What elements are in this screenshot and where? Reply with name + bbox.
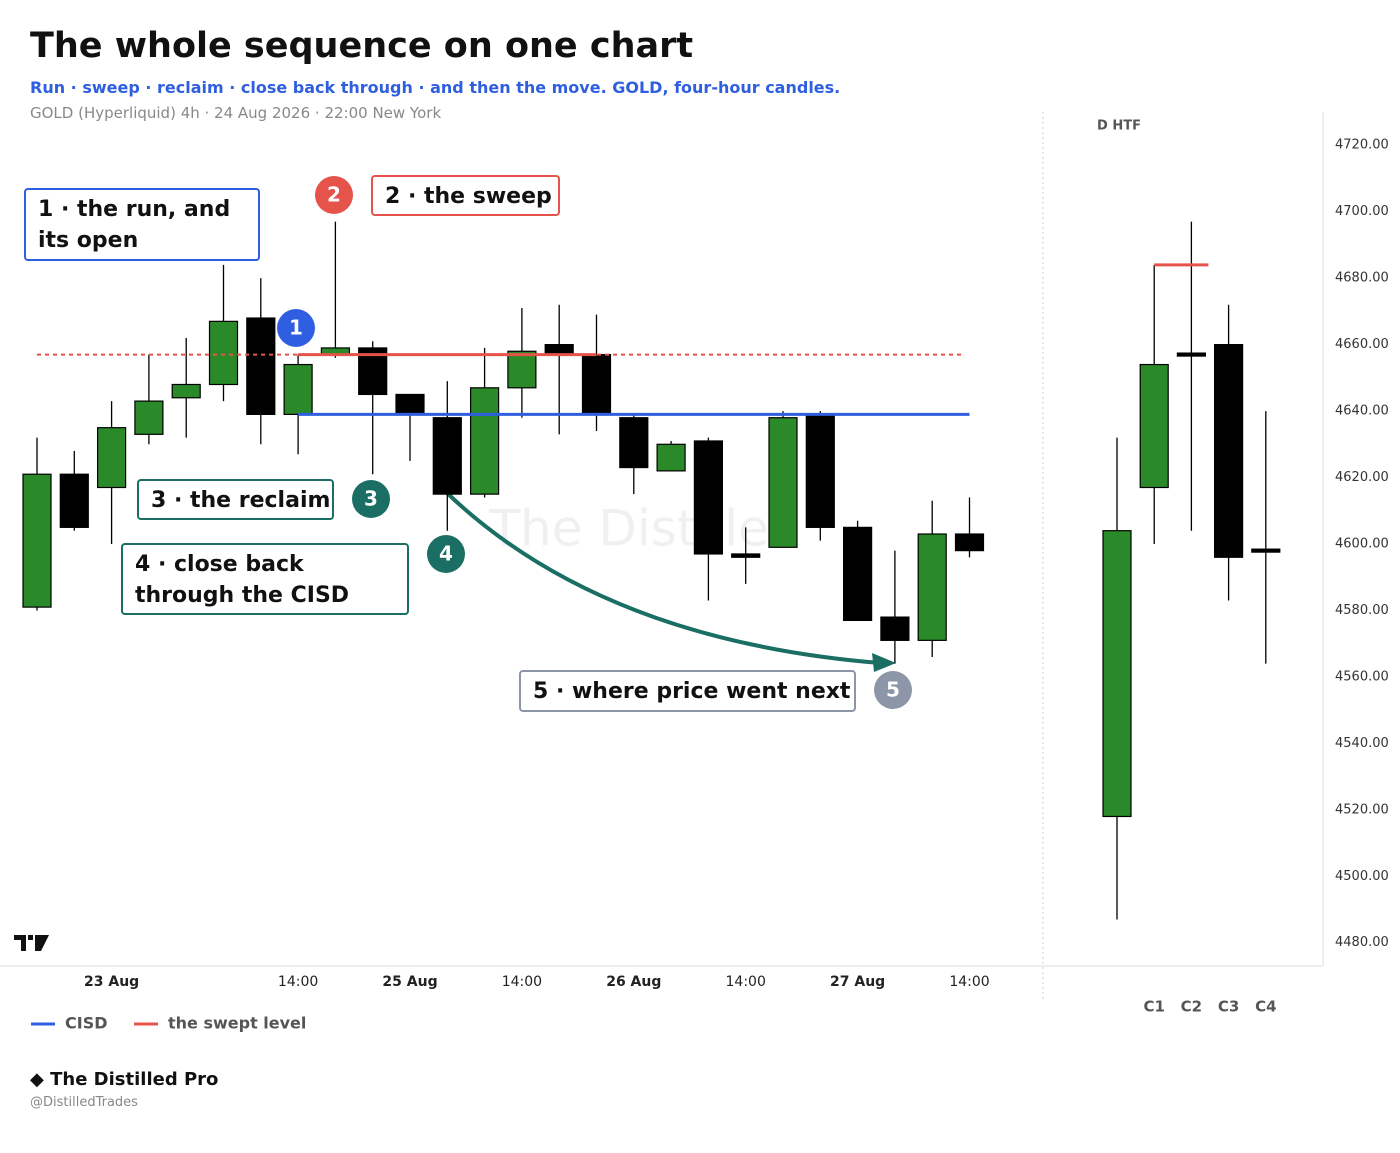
handle: @DistilledTrades	[30, 1095, 138, 1110]
candle-body	[1139, 363, 1169, 489]
candle-body	[134, 400, 164, 435]
candle-body	[1102, 530, 1132, 818]
candle-body	[842, 526, 873, 622]
y-tick-label: 4720.00	[1335, 138, 1389, 153]
candle-body	[1213, 344, 1244, 558]
badge-label: 5	[886, 678, 900, 702]
annotation-text: through the CISD	[135, 583, 350, 608]
brand: ◆ The Distilled Pro	[30, 1069, 219, 1090]
legend-label: the swept level	[168, 1014, 306, 1033]
candle-body	[954, 533, 985, 552]
x-tick-label: C4	[1255, 998, 1276, 1016]
candle-body	[1251, 548, 1281, 553]
candle-body	[507, 350, 537, 389]
annotation-text: 1 · the run, and	[38, 197, 231, 222]
arrow-head	[872, 653, 896, 672]
annotation-text: 5 · where price went next	[533, 679, 851, 704]
source: GOLD (Hyperliquid) 4h · 24 Aug 2026 · 22…	[30, 104, 442, 122]
candle-body	[880, 616, 910, 641]
y-tick-label: 4660.00	[1335, 337, 1389, 352]
annotation-box: 3 · the reclaim	[137, 479, 334, 520]
y-tick-label: 4480.00	[1335, 935, 1389, 950]
x-tick-label: 23 Aug	[84, 974, 139, 990]
candle-body	[246, 317, 276, 415]
x-tick-label: C2	[1181, 998, 1202, 1016]
candle-body	[768, 417, 798, 548]
candle-body	[432, 417, 462, 495]
badge	[315, 176, 353, 214]
badge-label: 3	[364, 487, 378, 511]
y-tick-label: 4680.00	[1335, 271, 1389, 286]
badge	[874, 671, 912, 709]
candle-body	[805, 413, 835, 528]
badge	[277, 309, 315, 347]
candle-body	[1176, 352, 1207, 357]
x-tick-label: 26 Aug	[606, 974, 661, 990]
annotation-text: its open	[38, 228, 139, 253]
annotation-text: 4 · close back	[135, 552, 304, 577]
x-tick-label: 14:00	[278, 974, 318, 990]
y-tick-label: 4560.00	[1335, 669, 1389, 684]
candle-body	[59, 473, 89, 528]
annotation-box: 5 · where price went next	[519, 670, 856, 712]
y-tick-label: 4640.00	[1335, 404, 1389, 419]
badge-label: 1	[289, 316, 303, 340]
arrow	[444, 490, 881, 665]
candle-body	[22, 473, 52, 608]
candle-body	[96, 427, 127, 489]
candle-body	[208, 320, 239, 386]
tv-logo	[14, 935, 49, 951]
x-tick-label: 14:00	[949, 974, 989, 990]
badge-label: 4	[439, 542, 453, 566]
badge-label: 2	[327, 183, 341, 207]
candle-body	[283, 363, 313, 415]
y-tick-label: 4540.00	[1335, 736, 1389, 751]
candle-body	[731, 553, 761, 558]
legend-label: CISD	[65, 1014, 108, 1033]
annotation-text: 3 · the reclaim	[151, 488, 331, 513]
y-tick-label: 4620.00	[1335, 470, 1389, 485]
annotation-box: 1 · the run, and its open	[24, 188, 260, 261]
candle-body	[656, 443, 686, 472]
y-tick-label: 4700.00	[1335, 204, 1389, 219]
y-tick-label: 4520.00	[1335, 802, 1389, 817]
y-tick-label: 4600.00	[1335, 536, 1389, 551]
candle-body	[470, 387, 500, 495]
watermark: The Distilled	[488, 500, 800, 558]
title: The whole sequence on one chart	[30, 26, 694, 66]
candle-body	[581, 353, 612, 415]
candle-body	[619, 417, 649, 469]
badge	[352, 480, 390, 518]
badge	[427, 535, 465, 573]
candle-body	[395, 393, 425, 415]
candle-body	[171, 383, 201, 399]
x-tick-label: 14:00	[726, 974, 766, 990]
annotation-text: 2 · the sweep	[385, 184, 552, 209]
x-tick-label: 25 Aug	[382, 974, 437, 990]
annotation-box: 4 · close back through the CISD	[121, 543, 409, 615]
y-tick-label: 4500.00	[1335, 869, 1389, 884]
subtitle: Run · sweep · reclaim · close back throu…	[30, 78, 841, 97]
x-tick-label: 14:00	[502, 974, 542, 990]
annotation-box: 2 · the sweep	[371, 175, 560, 216]
candle-body	[693, 440, 724, 555]
y-tick-label: 4580.00	[1335, 603, 1389, 618]
x-tick-label: C1	[1143, 998, 1164, 1016]
x-tick-label: 27 Aug	[830, 974, 885, 990]
candle-body	[917, 533, 947, 641]
htf-title: D HTF	[1097, 119, 1141, 134]
x-tick-label: C3	[1218, 998, 1239, 1016]
